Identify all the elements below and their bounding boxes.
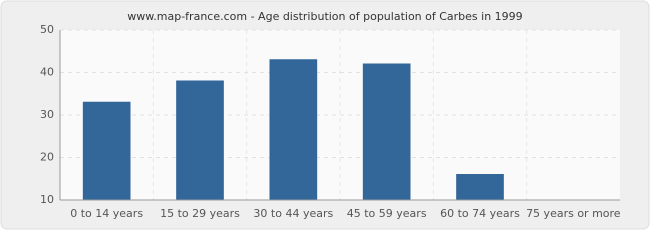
y-tick-label: 30 — [40, 108, 54, 121]
y-tick-label: 50 — [40, 23, 54, 36]
x-tick-label: 75 years or more — [526, 207, 621, 220]
x-tick-label: 30 to 44 years — [253, 207, 333, 220]
y-tick-label: 10 — [40, 193, 54, 206]
bar — [456, 174, 504, 201]
y-tick-label: 40 — [40, 66, 54, 79]
x-tick-label: 45 to 59 years — [347, 207, 427, 220]
y-tick-label: 20 — [40, 151, 54, 164]
chart: www.map-france.com - Age distribution of… — [0, 0, 650, 230]
chart-title: www.map-france.com - Age distribution of… — [127, 10, 522, 23]
bar — [82, 101, 131, 201]
bar — [176, 80, 224, 201]
bar — [269, 59, 318, 201]
bar — [362, 63, 411, 201]
x-tick-label: 60 to 74 years — [440, 207, 520, 220]
x-tick-label: 0 to 14 years — [70, 207, 143, 220]
x-tick-label: 15 to 29 years — [160, 207, 240, 220]
